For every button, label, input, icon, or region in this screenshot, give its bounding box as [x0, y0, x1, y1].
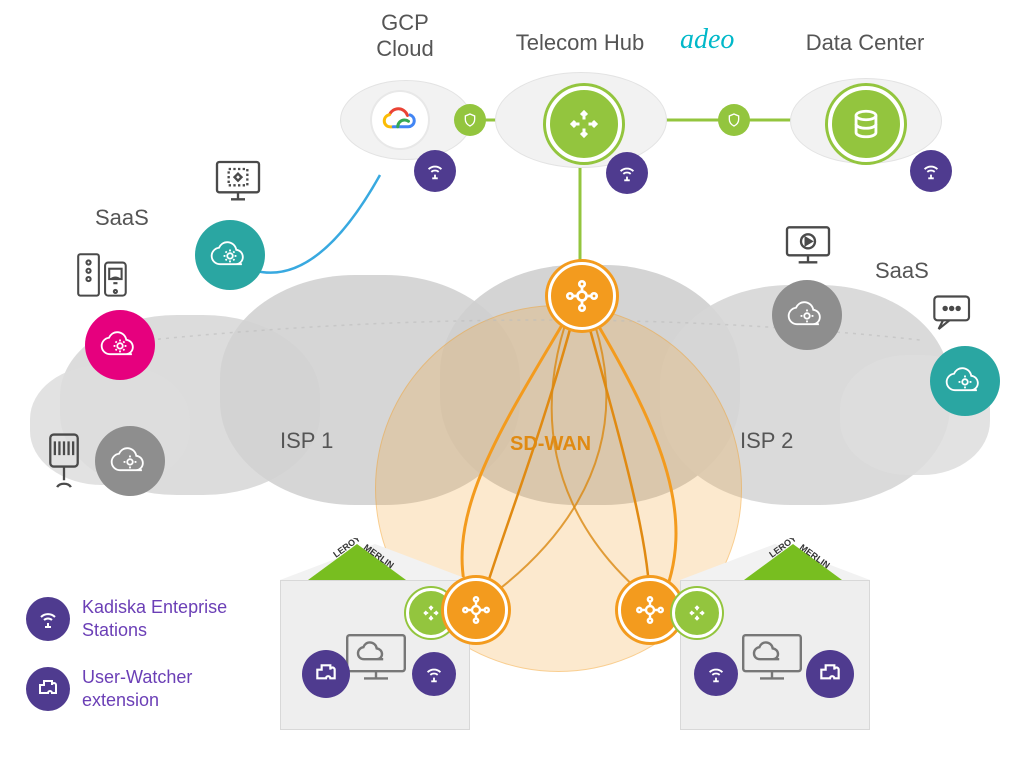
saas-magenta-node — [85, 310, 155, 380]
saas-teal-node — [195, 220, 265, 290]
datacenter-label: Data Center — [800, 30, 930, 56]
gcp-label: GCP Cloud — [365, 10, 445, 63]
puzzle-badge-left — [302, 650, 350, 698]
saas-left-label: SaaS — [95, 205, 149, 231]
wifi-badge-telecom — [606, 152, 648, 194]
datacenter-node — [828, 86, 904, 162]
legend-stations: Kadiska Enteprise Stations — [26, 596, 252, 641]
wifi-badge-store-right — [694, 652, 738, 696]
orange-router-left — [444, 578, 508, 642]
puzzle-badge-right — [806, 650, 854, 698]
green-hub-right — [672, 588, 722, 638]
saas-teal-right-node — [930, 346, 1000, 416]
gcp-node — [372, 92, 428, 148]
video-monitor-icon — [780, 218, 836, 274]
chat-icon — [930, 292, 982, 340]
legend-puzzle-icon — [26, 667, 70, 711]
telecom-label: Telecom Hub — [510, 30, 650, 56]
legend-userwatcher-text: User-Watcher extension — [82, 666, 252, 711]
saas-gray-right-node — [772, 280, 842, 350]
wifi-badge-store-left — [412, 652, 456, 696]
monitor-icon — [210, 155, 266, 211]
legend-stations-text: Kadiska Enteprise Stations — [82, 596, 252, 641]
adeo-brand: adeo — [680, 24, 734, 56]
legend-wifi-icon — [26, 597, 70, 641]
shield-badge-right — [718, 104, 750, 136]
isp1-label: ISP 1 — [280, 428, 333, 454]
devices-icon — [72, 248, 134, 306]
saas-right-label: SaaS — [875, 258, 929, 284]
wifi-badge-datacenter — [910, 150, 952, 192]
sdwan-hub — [548, 262, 616, 330]
shield-badge-left — [454, 104, 486, 136]
saas-gray-left-node — [95, 426, 165, 496]
isp2-label: ISP 2 — [740, 428, 793, 454]
legend-userwatcher: User-Watcher extension — [26, 666, 252, 711]
telecom-node — [546, 86, 622, 162]
sdwan-label: SD-WAN — [510, 432, 591, 456]
wifi-badge-gcp — [414, 150, 456, 192]
scanner-icon — [40, 430, 88, 494]
